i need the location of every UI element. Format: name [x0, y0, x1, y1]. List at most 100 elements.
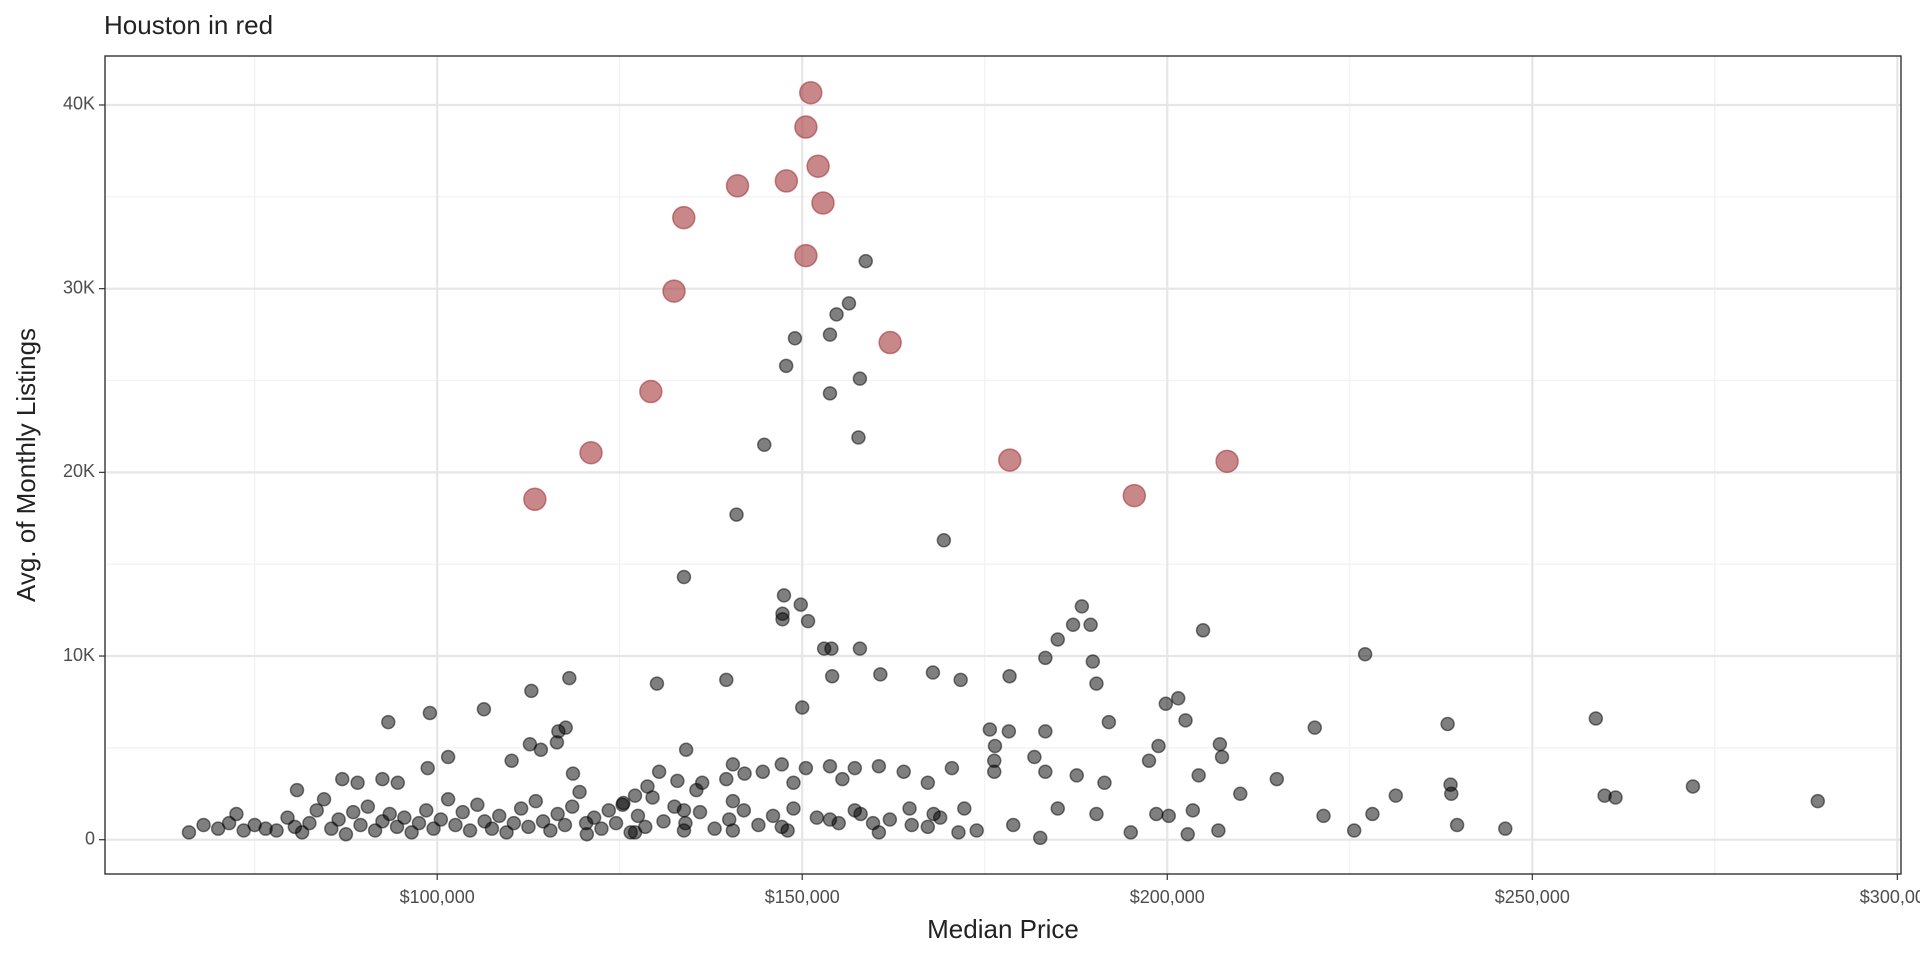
point [824, 668, 840, 684]
point [651, 764, 667, 779]
highlight-point [794, 115, 818, 139]
point [335, 771, 350, 787]
point [565, 766, 581, 781]
point [1141, 753, 1157, 768]
point [1212, 736, 1228, 752]
point [853, 806, 868, 822]
point [1214, 749, 1230, 765]
point [316, 792, 332, 807]
point [902, 801, 917, 816]
point [645, 790, 660, 805]
point [778, 358, 794, 374]
point [491, 808, 507, 824]
point [944, 760, 960, 776]
point [776, 588, 792, 603]
point [504, 753, 519, 768]
point [353, 817, 368, 833]
point [775, 612, 790, 627]
point [986, 764, 1002, 779]
point [692, 804, 708, 820]
point [841, 296, 857, 311]
point [1074, 599, 1090, 614]
point [1608, 790, 1623, 805]
point [1346, 823, 1362, 838]
point [824, 641, 839, 656]
point [1001, 724, 1017, 739]
point [484, 821, 500, 836]
point [1685, 779, 1701, 794]
point [572, 784, 587, 800]
point [953, 672, 968, 688]
point [338, 826, 354, 842]
point [623, 825, 638, 840]
point [882, 812, 898, 827]
point [1810, 793, 1826, 809]
point [506, 815, 522, 831]
point [550, 806, 565, 822]
point [381, 714, 396, 730]
point [725, 757, 741, 772]
point [1195, 623, 1211, 638]
point [462, 823, 478, 838]
point [809, 810, 825, 825]
highlight-point [1215, 449, 1239, 474]
point [1185, 803, 1201, 818]
highlight-point [523, 487, 547, 512]
point [851, 430, 866, 445]
point [786, 801, 801, 816]
point [774, 757, 790, 772]
point [1065, 617, 1081, 633]
chart-title: Houston in red [104, 10, 273, 40]
point [422, 705, 438, 721]
point [755, 764, 771, 779]
point [524, 683, 539, 699]
point [737, 766, 752, 781]
point [835, 771, 850, 787]
point [920, 775, 936, 791]
point [331, 812, 346, 827]
point [765, 808, 781, 824]
point [736, 803, 752, 818]
point [1089, 676, 1104, 691]
point [822, 758, 838, 774]
x-tick-label: $200,000 [1130, 887, 1205, 907]
point [1083, 617, 1098, 633]
point [852, 641, 868, 656]
point [656, 814, 671, 829]
point [780, 823, 795, 838]
y-tick-label: 0 [85, 828, 95, 848]
point [565, 799, 580, 814]
point [375, 771, 390, 787]
point [725, 793, 741, 809]
point [904, 817, 919, 833]
point [1032, 830, 1048, 846]
point [345, 804, 361, 820]
point [470, 797, 485, 813]
point [1005, 817, 1021, 833]
point [513, 801, 529, 816]
point [1444, 786, 1459, 802]
point [1002, 668, 1017, 684]
point [476, 702, 492, 717]
point [440, 792, 456, 807]
point [926, 806, 941, 822]
point [831, 815, 846, 831]
point [309, 803, 324, 818]
point [871, 825, 887, 840]
point [721, 812, 737, 827]
point [616, 795, 631, 811]
highlight-point [774, 169, 799, 193]
point [350, 775, 365, 791]
y-tick-label: 40K [63, 94, 95, 114]
point [729, 507, 744, 522]
point [969, 823, 984, 838]
point [1123, 825, 1139, 840]
point [411, 815, 427, 831]
highlight-point [662, 279, 686, 303]
point [418, 803, 434, 818]
point [1161, 808, 1176, 824]
point [1178, 713, 1193, 728]
point [873, 667, 888, 682]
point [1027, 749, 1042, 765]
